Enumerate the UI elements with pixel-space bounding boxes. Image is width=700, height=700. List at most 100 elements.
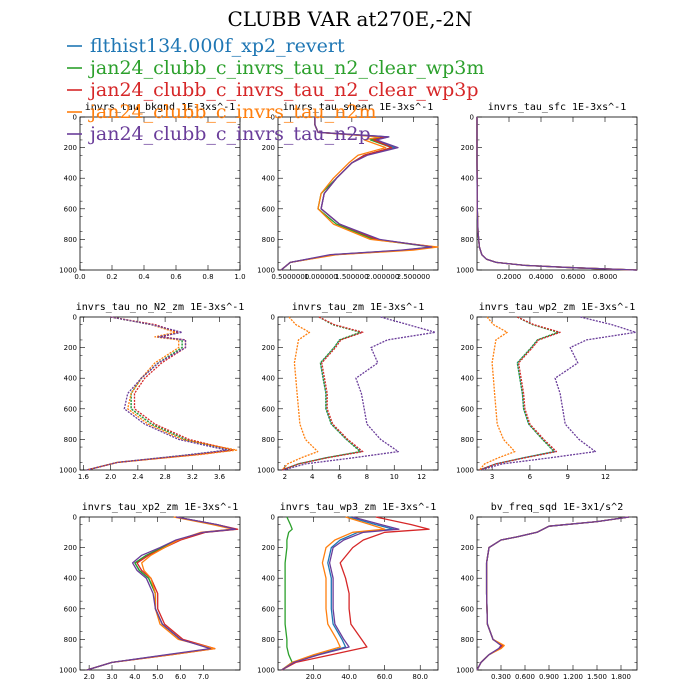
panel-title: invrs_tau_wp2_zm 1E-3xs^-1 — [479, 302, 636, 313]
legend-label: jan24_clubb_c_invrs_tau_n2_clear_wp3p — [88, 79, 479, 101]
plot-frame — [476, 316, 638, 471]
series-line-5 — [281, 516, 400, 671]
y-tick-label: 200 — [461, 344, 474, 352]
panel-9: bv_freq_sqd 1E-3x1/s^2 0 200 400 600 800 1000 0… — [456, 502, 638, 681]
series-line-2 — [86, 316, 234, 471]
y-tick-label: 600 — [262, 605, 275, 613]
x-tick-label: 1.200 — [563, 673, 583, 681]
series-line-1 — [86, 316, 231, 471]
x-tick-label: 0.6 — [170, 273, 182, 281]
series-line-4 — [86, 516, 234, 671]
y-tick-label: 600 — [461, 605, 474, 613]
plot-frame — [277, 116, 439, 271]
y-tick-label: 600 — [64, 205, 77, 213]
y-tick-label: 800 — [262, 636, 275, 644]
series-line-4 — [476, 117, 638, 271]
plot-frame — [79, 516, 241, 671]
y-tick-label: 600 — [461, 405, 474, 413]
y-tick-label: 1000 — [257, 467, 275, 475]
panel-title: invrs_tau_no_N2_zm 1E-3xs^-1 — [76, 302, 245, 313]
y-tick-label: 200 — [262, 144, 275, 152]
x-tick-label: 0.8000 — [593, 273, 618, 281]
x-tick-label: 12 — [417, 473, 426, 481]
y-tick-label: 600 — [64, 405, 77, 413]
x-tick-label: 4 — [310, 473, 315, 481]
plot-frame — [476, 116, 638, 271]
panel-3: invrs_tau_sfc 1E-3xs^-1 0 200 400 600 800 1000… — [456, 102, 638, 281]
panel-title: invrs_tau_xp2_zm 1E-3xs^-1 — [82, 502, 239, 513]
legend-label: jan24_clubb_c_invrs_tau_n2_clear_wp3m — [88, 57, 484, 79]
x-tick-label: 0.4 — [138, 273, 150, 281]
y-tick-label: 800 — [461, 636, 474, 644]
y-tick-label: 200 — [64, 344, 77, 352]
series-line-3 — [86, 516, 239, 671]
y-tick-label: 800 — [64, 236, 77, 244]
panel-5: invrs_tau_zm 1E-3xs^-1 0 200 400 600 800 1000 2… — [257, 302, 439, 481]
x-tick-label: 0.2000 — [497, 273, 522, 281]
series-line-5 — [476, 117, 638, 271]
panel-6: invrs_tau_wp2_zm 1E-3xs^-1 0 200 400 600 800 1… — [456, 302, 638, 481]
panel-8: invrs_tau_wp3_zm 1E-3xs^-1 0 200 400 600 800 1… — [257, 502, 439, 681]
series-line-3 — [479, 316, 561, 471]
x-tick-label: 2.0 — [105, 473, 116, 481]
y-tick-label: 1000 — [59, 467, 77, 475]
y-tick-label: 0 — [470, 514, 474, 522]
x-tick-label: 1.000000 — [304, 273, 337, 281]
y-tick-label: 600 — [262, 205, 275, 213]
series-line-5 — [280, 117, 433, 271]
y-tick-label: 200 — [461, 144, 474, 152]
y-tick-label: 600 — [262, 405, 275, 413]
y-tick-label: 600 — [64, 605, 77, 613]
y-tick-label: 0 — [271, 514, 275, 522]
panel-title: invrs_tau_sfc 1E-3xs^-1 — [488, 102, 626, 113]
y-tick-label: 800 — [262, 236, 275, 244]
y-tick-label: 0 — [73, 314, 77, 322]
x-tick-label: 0.8 — [202, 273, 213, 281]
series-line-5 — [480, 316, 637, 471]
panel-title: bv_freq_sqd 1E-3x1/s^2 — [491, 502, 623, 513]
y-tick-label: 1000 — [257, 267, 275, 275]
x-tick-label: 3.2 — [187, 473, 198, 481]
x-tick-label: 0.600 — [515, 673, 535, 681]
y-tick-label: 400 — [64, 375, 77, 383]
x-tick-label: 0.0 — [74, 273, 85, 281]
panel-title: invrs_tau_zm 1E-3xs^-1 — [292, 302, 424, 313]
legend: flthist134.000f_xp2_revertjan24_clubb_c_… — [67, 35, 484, 145]
x-tick-label: 5.0 — [152, 673, 163, 681]
y-tick-label: 400 — [461, 175, 474, 183]
y-tick-label: 400 — [461, 375, 474, 383]
series-line-4 — [281, 516, 386, 671]
plot-frame — [79, 116, 241, 271]
x-tick-label: 0.2 — [106, 273, 117, 281]
x-tick-label: 6 — [337, 473, 342, 481]
x-tick-label: 8 — [365, 473, 369, 481]
y-tick-label: 200 — [262, 344, 275, 352]
series-line-1 — [479, 316, 560, 471]
series-line-1 — [281, 516, 395, 671]
x-tick-label: 1.6 — [78, 473, 90, 481]
x-tick-label: 2.0 — [84, 673, 95, 681]
series-line-3 — [86, 316, 234, 471]
series-line-3 — [281, 516, 430, 671]
x-tick-label: 4.0 — [129, 673, 140, 681]
panel-1: invrs_tau_bkgnd 1E-3xs^-1 0 200 400 600 800 10… — [59, 102, 245, 281]
y-tick-label: 800 — [262, 436, 275, 444]
x-tick-label: 1.0 — [234, 273, 245, 281]
y-tick-label: 0 — [470, 114, 474, 122]
panel-4: invrs_tau_no_N2_zm 1E-3xs^-10 200 400 600 80… — [59, 302, 244, 481]
x-tick-label: 0.300 — [491, 673, 511, 681]
y-tick-label: 400 — [262, 375, 275, 383]
series-line-5 — [86, 516, 237, 671]
y-tick-label: 200 — [461, 544, 474, 552]
x-tick-label: 1.800 — [611, 673, 631, 681]
legend-label: flthist134.000f_xp2_revert — [90, 35, 345, 57]
legend-label: jan24_clubb_c_invrs_tau_n2p — [88, 123, 371, 145]
x-tick-label: 2.4 — [132, 473, 144, 481]
panel-title: invrs_tau_bkgnd 1E-3xs^-1 — [85, 102, 236, 113]
series-line-2 — [479, 316, 559, 471]
x-tick-label: 2 — [283, 473, 287, 481]
x-tick-label: 0.4000 — [529, 273, 554, 281]
x-tick-label: 1.500000 — [335, 273, 368, 281]
y-tick-label: 200 — [64, 144, 77, 152]
y-tick-label: 200 — [262, 544, 275, 552]
